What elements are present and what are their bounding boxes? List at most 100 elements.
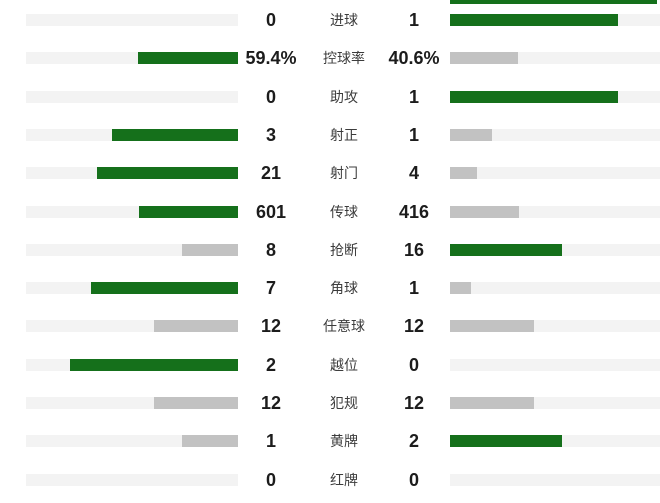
away-bar-track [450, 282, 660, 295]
home-bar-track [26, 90, 238, 103]
stat-label: 越位 [330, 356, 358, 373]
home-bar-track [26, 435, 238, 448]
home-stat-value: 12 [260, 393, 282, 413]
away-bar-track [450, 397, 660, 409]
away-stat-bar [450, 52, 519, 65]
away-stat-value: 2 [408, 431, 419, 452]
away-stat-value: 16 [403, 239, 425, 260]
home-stat-bar [154, 320, 238, 333]
stat-label: 射正 [330, 126, 358, 143]
home-bar-track [26, 205, 238, 218]
away-bar-track [450, 205, 660, 218]
home-bar-track [26, 320, 238, 333]
home-bar-track [26, 52, 238, 65]
away-bar-track [450, 52, 660, 65]
home-stat-bar [138, 52, 238, 65]
home-stat-value: 0 [265, 469, 276, 490]
home-stat-bar [70, 358, 238, 371]
home-bar-track [26, 282, 238, 295]
stat-label: 抢断 [330, 241, 358, 258]
away-stat-value: 4 [408, 163, 419, 184]
stat-row: 21 射门 4 [0, 154, 660, 192]
away-stat-bar [450, 90, 618, 103]
stat-row: 7 角球 1 [0, 269, 660, 307]
away-stat-value: 1 [408, 124, 419, 145]
stat-label: 犯规 [330, 395, 358, 411]
home-stat-value: 59.4% [245, 48, 297, 69]
home-stat-bar [112, 128, 238, 141]
away-stat-bar [450, 320, 534, 333]
home-bar-track [26, 14, 238, 26]
home-stat-value: 0 [265, 86, 276, 107]
stat-row: 0 红牌 0 [0, 461, 660, 499]
stat-row: 12 任意球 12 [0, 307, 660, 345]
stat-label: 红牌 [330, 471, 358, 488]
away-bar-track [450, 167, 660, 180]
away-bar-track [450, 243, 660, 256]
home-bar-track [26, 128, 238, 141]
stat-row: 1 黄牌 2 [0, 422, 660, 460]
stat-row: 3 射正 1 [0, 116, 660, 154]
away-bar-track [450, 320, 660, 333]
away-stat-bar [450, 14, 618, 26]
home-bar-track [26, 358, 238, 371]
away-stat-value: 1 [408, 10, 419, 30]
away-stat-value: 40.6% [388, 48, 440, 69]
stat-row: 59.4% 控球率 40.6% [0, 39, 660, 77]
home-bar-track [26, 243, 238, 256]
stat-label: 黄牌 [330, 433, 358, 450]
away-bar-track [450, 90, 660, 103]
away-stat-bar [450, 205, 519, 218]
home-stat-value: 3 [265, 124, 276, 145]
home-stat-bar [182, 243, 238, 256]
away-stat-bar [450, 435, 562, 448]
away-stat-value: 0 [408, 354, 419, 375]
stat-row: 0 进球 1 [0, 1, 660, 39]
away-bar-track [450, 473, 660, 486]
home-stat-value: 21 [260, 163, 282, 184]
stat-row: 12 犯规 12 [0, 384, 660, 422]
home-stat-bar [91, 282, 238, 295]
away-bar-track [450, 435, 660, 448]
stat-label: 传球 [330, 203, 358, 220]
home-bar-track [26, 167, 238, 180]
away-bar-track [450, 128, 660, 141]
stat-label: 进球 [330, 12, 358, 28]
home-stat-bar [96, 167, 238, 180]
stat-row: 601 传球 416 [0, 193, 660, 231]
stat-label: 射门 [330, 165, 358, 182]
home-bar-track [26, 397, 238, 409]
home-stat-value: 2 [265, 354, 276, 375]
home-stat-value: 7 [265, 278, 276, 299]
home-bar-track [26, 473, 238, 486]
stat-label: 任意球 [323, 318, 365, 335]
away-stat-bar [450, 167, 477, 180]
stat-row: 8 抢断 16 [0, 231, 660, 269]
home-stat-value: 12 [260, 316, 282, 337]
home-stat-value: 8 [265, 239, 276, 260]
away-stat-bar [450, 282, 471, 295]
stat-label: 角球 [330, 280, 358, 297]
home-stat-value: 0 [265, 10, 276, 30]
away-stat-value: 0 [408, 469, 419, 490]
away-stat-bar [450, 397, 534, 409]
home-stat-bar [154, 397, 238, 409]
home-stat-bar [138, 205, 238, 218]
away-bar-track [450, 358, 660, 371]
away-stat-value: 1 [408, 86, 419, 107]
away-stat-value: 1 [408, 278, 419, 299]
away-stat-value: 416 [398, 201, 430, 222]
away-stat-bar [450, 128, 492, 141]
home-stat-value: 1 [265, 431, 276, 452]
home-stat-bar [182, 435, 238, 448]
away-stat-value: 12 [403, 393, 425, 413]
stat-label: 控球率 [323, 50, 365, 67]
stat-row: 2 越位 0 [0, 346, 660, 384]
home-stat-value: 601 [255, 201, 287, 222]
away-bar-track [450, 14, 660, 26]
stat-label: 助攻 [330, 88, 358, 105]
cropped-bar-top-sliver [450, 0, 657, 4]
away-stat-value: 12 [403, 316, 425, 337]
stat-row: 0 助攻 1 [0, 78, 660, 116]
